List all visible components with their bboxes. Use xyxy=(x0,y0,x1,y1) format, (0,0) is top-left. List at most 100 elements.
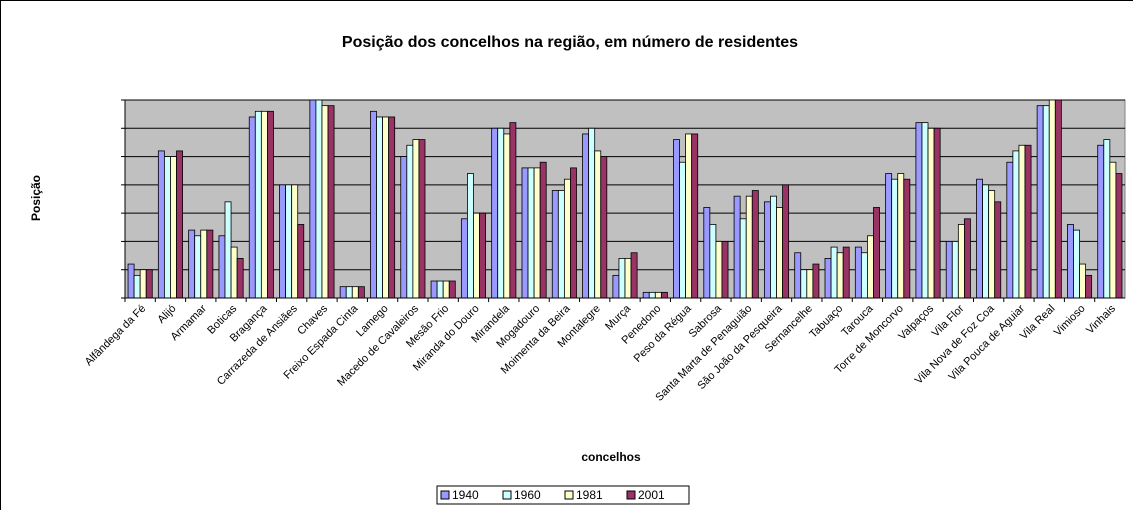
bar xyxy=(127,263,135,299)
bar xyxy=(345,286,353,299)
bar xyxy=(836,252,844,299)
bar xyxy=(988,190,996,299)
bar xyxy=(321,105,329,299)
bar xyxy=(630,252,638,299)
bar xyxy=(351,286,359,299)
bar xyxy=(994,201,1002,299)
bar xyxy=(854,246,862,299)
bar xyxy=(557,190,565,299)
bar xyxy=(460,218,468,299)
bar xyxy=(248,116,256,299)
bar xyxy=(891,178,899,299)
bar xyxy=(1054,99,1062,299)
bar xyxy=(412,139,420,299)
bar xyxy=(236,257,244,299)
bar xyxy=(309,99,317,299)
legend-swatch xyxy=(626,490,636,500)
bar xyxy=(763,201,771,299)
bar xyxy=(388,116,396,299)
bar xyxy=(867,235,874,299)
legend-label: 1960 xyxy=(514,488,541,502)
bar xyxy=(1067,224,1074,299)
bar xyxy=(170,156,177,299)
bar xyxy=(1024,144,1032,299)
bar xyxy=(509,122,517,299)
bar xyxy=(945,241,953,299)
bar xyxy=(527,167,535,299)
bar xyxy=(533,167,541,299)
bar xyxy=(812,263,820,299)
bar xyxy=(279,184,287,299)
bar xyxy=(254,110,262,299)
bar xyxy=(770,195,777,299)
y-axis-title: Posição xyxy=(29,175,43,221)
bar xyxy=(588,127,596,299)
bar xyxy=(327,105,335,299)
bar xyxy=(376,116,383,299)
bar xyxy=(691,133,699,299)
bar xyxy=(163,156,171,299)
bar xyxy=(703,207,711,299)
bar xyxy=(951,241,959,299)
bar xyxy=(133,274,141,299)
bar xyxy=(982,184,990,299)
x-axis-title: concelhos xyxy=(581,450,641,464)
legend-swatch xyxy=(502,490,512,500)
bar xyxy=(139,269,147,299)
legend-box xyxy=(436,485,690,505)
bar xyxy=(467,173,474,299)
bar xyxy=(430,280,438,299)
bar xyxy=(1097,144,1105,299)
bar xyxy=(291,184,299,299)
bar xyxy=(448,280,456,299)
bar xyxy=(1115,173,1123,299)
bar xyxy=(357,286,365,299)
bar xyxy=(824,257,832,299)
bar xyxy=(897,173,905,299)
bar xyxy=(927,127,935,299)
bar xyxy=(479,212,487,299)
bar xyxy=(830,246,838,299)
bar xyxy=(860,252,868,299)
bar xyxy=(685,133,693,299)
bar xyxy=(297,224,305,299)
bar xyxy=(563,178,571,299)
bar xyxy=(1036,105,1044,299)
bar xyxy=(206,229,214,299)
bar xyxy=(806,269,814,299)
bar xyxy=(497,127,505,299)
bar xyxy=(1012,150,1020,299)
bar xyxy=(800,269,808,299)
bar xyxy=(406,144,414,299)
bar xyxy=(188,229,196,299)
bar xyxy=(442,280,450,299)
bar xyxy=(521,167,529,299)
bar xyxy=(648,291,656,299)
bar xyxy=(1018,144,1026,299)
bar xyxy=(679,161,687,299)
bar xyxy=(418,139,426,299)
bar xyxy=(873,207,880,299)
bar xyxy=(612,274,620,299)
bar xyxy=(745,195,753,299)
bar xyxy=(436,280,444,299)
bar xyxy=(963,218,971,299)
bar xyxy=(739,218,747,299)
bar xyxy=(370,110,377,299)
bar xyxy=(618,257,626,299)
bar xyxy=(267,110,274,299)
bar xyxy=(339,286,347,299)
bar xyxy=(382,116,390,299)
bar xyxy=(921,122,929,299)
bar xyxy=(642,291,650,299)
legend-label: 1981 xyxy=(576,488,603,502)
bar xyxy=(721,241,729,299)
bar xyxy=(145,269,153,299)
bar xyxy=(1042,105,1050,299)
bar xyxy=(260,110,268,299)
bar xyxy=(794,252,802,299)
bar xyxy=(733,195,741,299)
bar xyxy=(157,150,165,299)
bar xyxy=(673,139,680,299)
bar xyxy=(660,291,668,299)
